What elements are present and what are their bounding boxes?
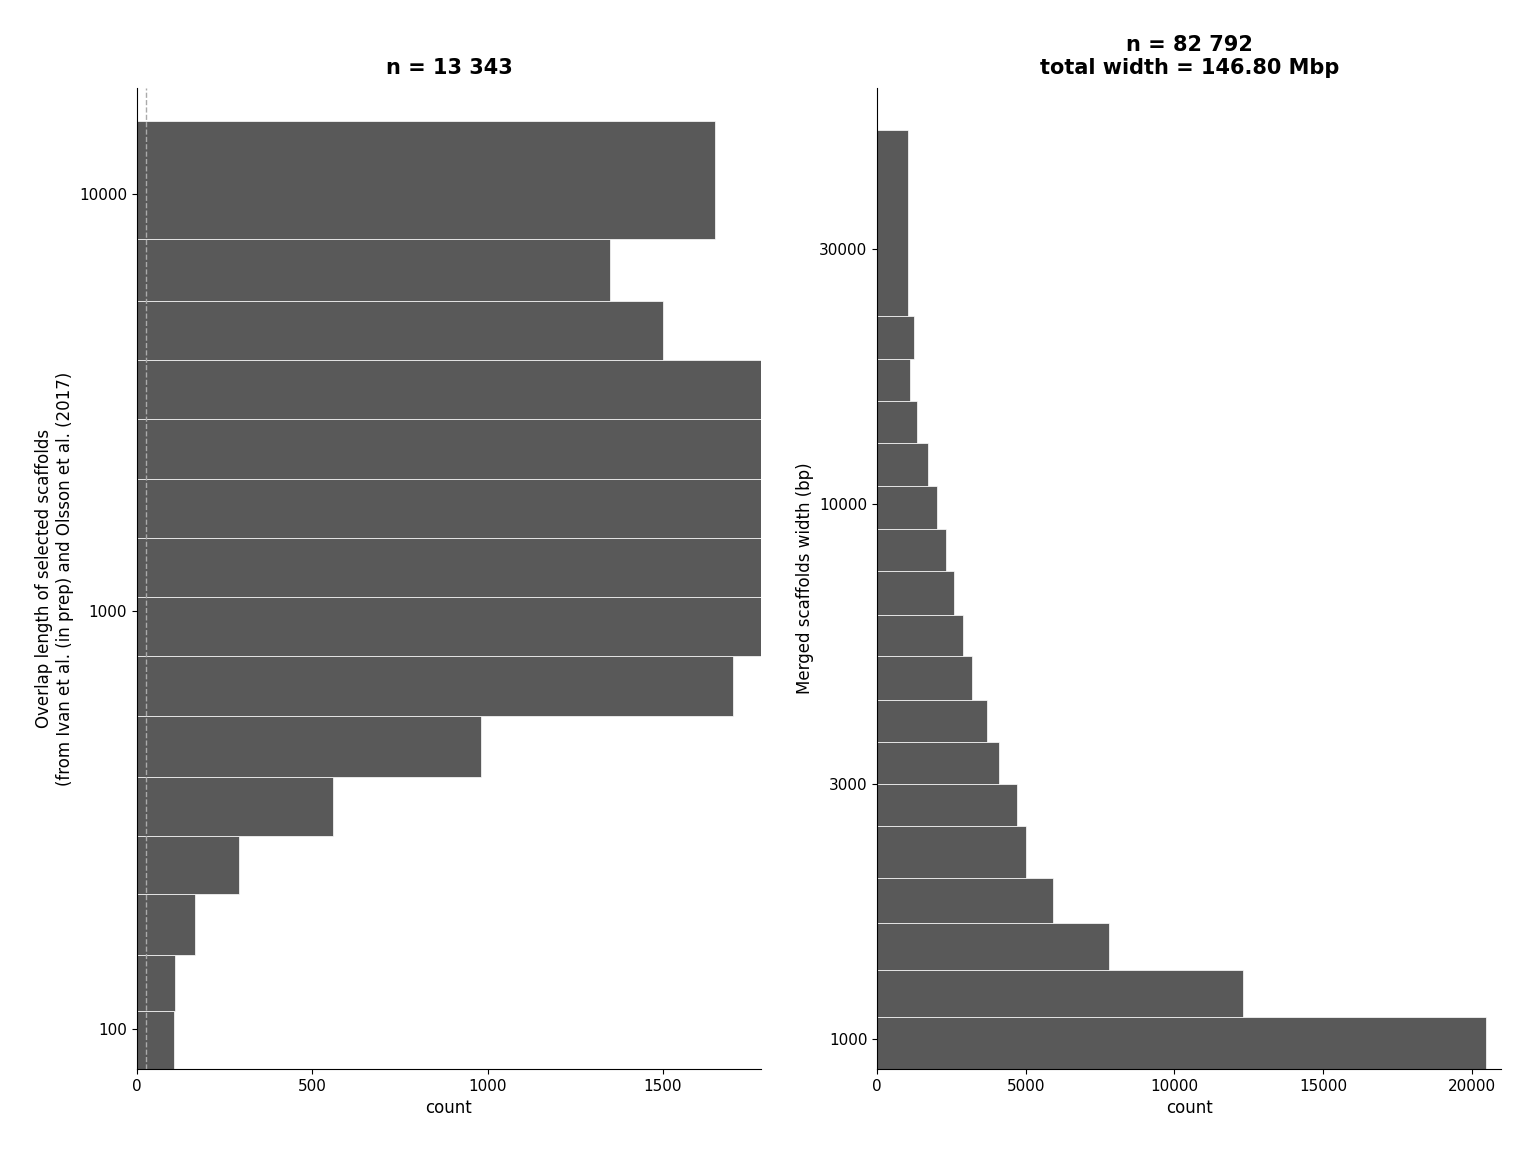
Y-axis label: Overlap length of selected scaffolds
(from Ivan et al. (in prep) and Olsson et a: Overlap length of selected scaffolds (fr… [35,371,74,786]
Bar [137,717,481,778]
Bar [877,316,914,358]
Bar [137,894,195,955]
Bar [137,835,238,894]
Bar [137,538,1536,598]
Bar [137,418,1293,479]
Bar [877,700,988,742]
Bar [137,778,333,835]
Bar [877,358,909,401]
Bar [137,301,664,361]
Bar [137,1011,174,1069]
Bar [877,444,928,486]
Bar [877,486,937,529]
Bar [877,401,917,444]
Bar [877,878,1052,923]
Bar [877,615,963,657]
Bar [877,970,1243,1017]
Bar [137,598,1154,657]
Bar [877,923,1109,970]
Bar [137,955,175,1011]
Title: n = 82 792
total width = 146.80 Mbp: n = 82 792 total width = 146.80 Mbp [1040,35,1339,78]
Bar [877,657,972,700]
Bar [137,657,733,717]
Title: n = 13 343: n = 13 343 [386,58,513,78]
Bar [137,121,716,240]
Y-axis label: Merged scaffolds width (bp): Merged scaffolds width (bp) [796,463,814,695]
Bar [137,240,610,301]
Bar [877,571,954,615]
Bar [877,1017,1487,1069]
Bar [877,130,908,316]
Bar [137,361,908,418]
Bar [877,529,946,571]
Bar [877,826,1026,878]
Bar [877,742,998,785]
Bar [877,785,1017,826]
X-axis label: count: count [425,1099,473,1117]
X-axis label: count: count [1166,1099,1212,1117]
Bar [137,479,1536,538]
